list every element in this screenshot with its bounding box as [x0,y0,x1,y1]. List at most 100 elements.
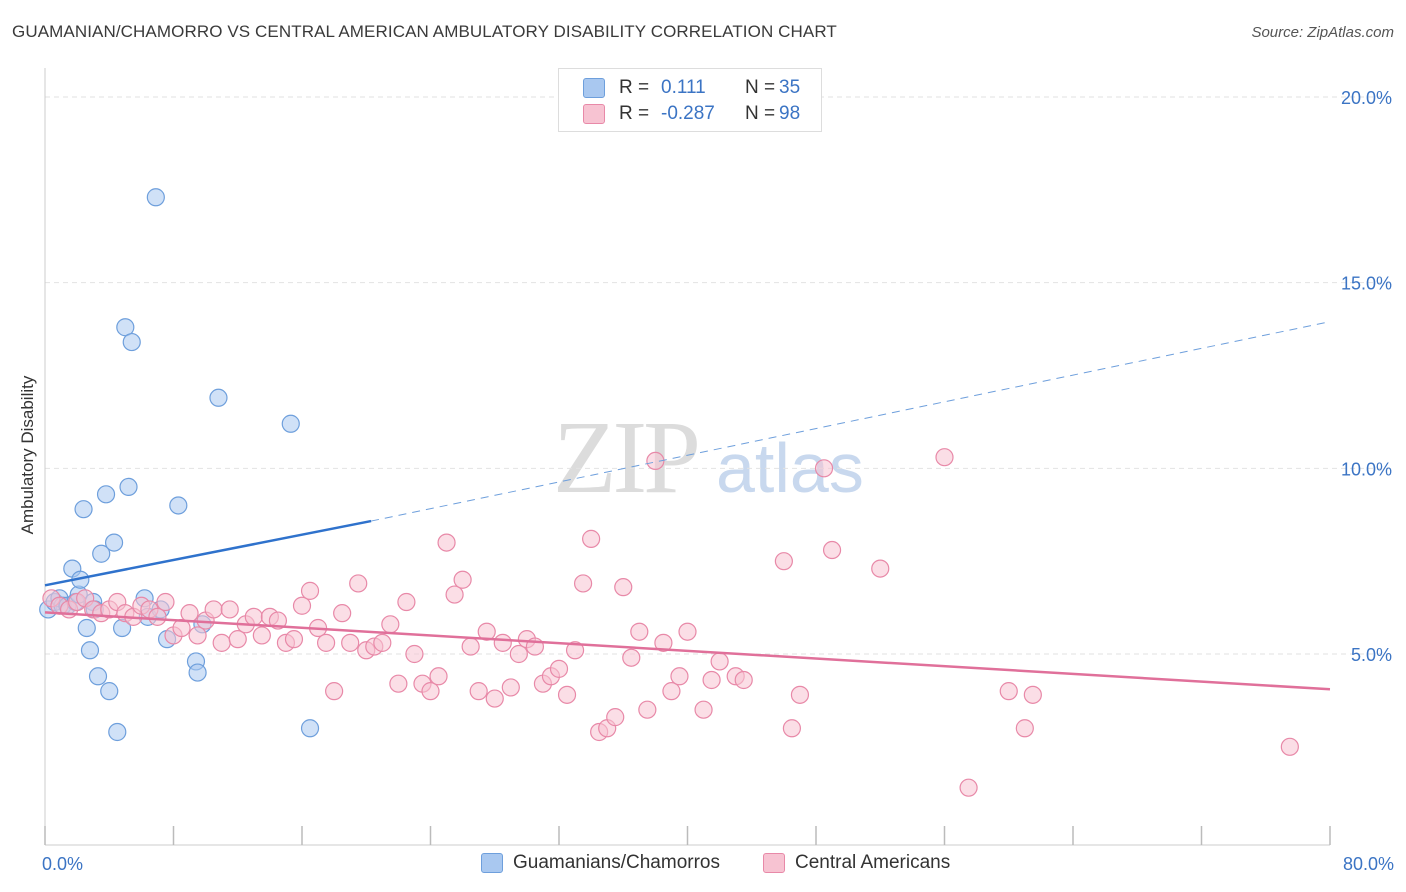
legend-row-central-americans: R = -0.287 N = 98 [583,101,800,127]
guamanian-point [108,722,127,742]
central-american-point [734,670,753,690]
guamanian-point [104,533,124,552]
central-american-point [638,700,657,719]
central-american-point [429,667,448,686]
central-american-point [292,596,312,615]
central-american-point [557,685,577,704]
central-american-point [461,637,480,656]
central-american-point [549,659,569,678]
guamanian-point [74,500,93,519]
central-american-point [790,685,810,704]
central-american-point [822,540,842,560]
central-american-point [1023,685,1042,704]
legend-swatch-guamanians [583,78,605,98]
guamanian-point [300,719,320,738]
central-american-point [477,622,496,641]
central-american-point [252,626,271,645]
series-legend-guamanians: Guamanians/Chamorros [481,852,720,874]
series-legend-central-americans: Central Americans [763,852,950,874]
guamanian-trend-extension [370,321,1331,522]
legend-n-label: N = [745,103,776,124]
y-tick-label: 20.0% [1341,88,1392,108]
central-american-point [710,652,729,671]
central-american-point [204,600,223,619]
guamanian-point [77,618,96,638]
central-american-point [349,574,368,593]
guamanian-point [146,188,165,207]
legend-swatch-central-americans [583,104,605,124]
y-axis-title: Ambulatory Disability [18,375,37,535]
central-american-trend-line [44,611,1331,691]
central-american-point [1015,719,1034,738]
central-american-point [485,689,504,708]
legend-r-value: -0.287 [661,103,715,124]
central-american-point [445,585,464,604]
legend-n-value: 98 [779,103,801,124]
guamanian-point [122,332,141,352]
central-american-point [188,626,207,645]
guamanian-point [188,663,207,682]
central-american-point [284,630,304,649]
central-american-point [774,552,793,571]
central-american-point [582,529,601,548]
central-american-point [871,559,890,578]
chart-title: GUAMANIAN/CHAMORRO VS CENTRAL AMERICAN A… [12,22,837,41]
central-american-point [622,648,641,667]
guamanian-point [119,477,138,496]
source-note: Source: ZipAtlas.com [1251,24,1394,41]
central-american-point [935,448,954,467]
central-american-point [244,607,263,626]
correlation-legend: R = 0.111 N = 35 R = -0.287 N = 98 [558,68,822,132]
legend-r-value: 0.111 [661,77,706,98]
central-american-point [646,451,665,471]
central-american-point [702,670,721,690]
central-american-point [999,682,1018,701]
central-american-point [606,708,625,727]
central-american-point [268,611,288,630]
central-american-point [300,581,320,600]
series-legend-label: Guamanians/Chamorros [513,852,720,873]
central-american-point [373,633,392,652]
central-american-point [959,778,978,797]
series-legend-swatch [763,853,785,873]
central-american-point [678,622,697,641]
legend-row-guamanians: R = 0.111 N = 35 [583,75,800,101]
central-american-point [212,633,231,652]
central-american-point [341,633,360,652]
x-tick-label: 80.0% [1343,854,1394,874]
central-american-point [156,592,175,612]
guamanian-point [169,496,188,515]
central-american-point [573,574,593,593]
y-tick-label: 5.0% [1351,645,1392,665]
central-american-point [565,641,585,660]
central-american-point [453,570,472,589]
central-american-point [220,600,239,619]
central-american-point [397,592,416,612]
guamanian-point [80,641,100,660]
central-american-point [1280,737,1299,756]
central-american-point [814,459,834,478]
central-american-point [381,615,400,634]
central-american-point [694,700,713,719]
central-american-point [630,622,649,641]
guamanian-point [209,388,228,407]
y-tick-label: 15.0% [1341,274,1392,294]
central-american-point [662,682,681,701]
central-american-point [654,633,673,652]
central-american-point [389,674,408,693]
central-american-point [316,633,336,652]
central-american-point [614,578,633,597]
y-tick-label: 10.0% [1341,459,1392,479]
central-american-point [501,678,520,697]
central-american-point [405,644,424,664]
legend-r-label: R = [619,103,650,124]
central-american-point [325,682,344,701]
central-american-point [670,667,689,686]
series-legend-swatch [481,853,503,873]
central-american-point [509,644,528,664]
central-american-point [437,533,456,552]
central-american-point [148,607,167,626]
series-legend-label: Central Americans [795,852,951,873]
guamanian-trend-line [44,519,372,587]
